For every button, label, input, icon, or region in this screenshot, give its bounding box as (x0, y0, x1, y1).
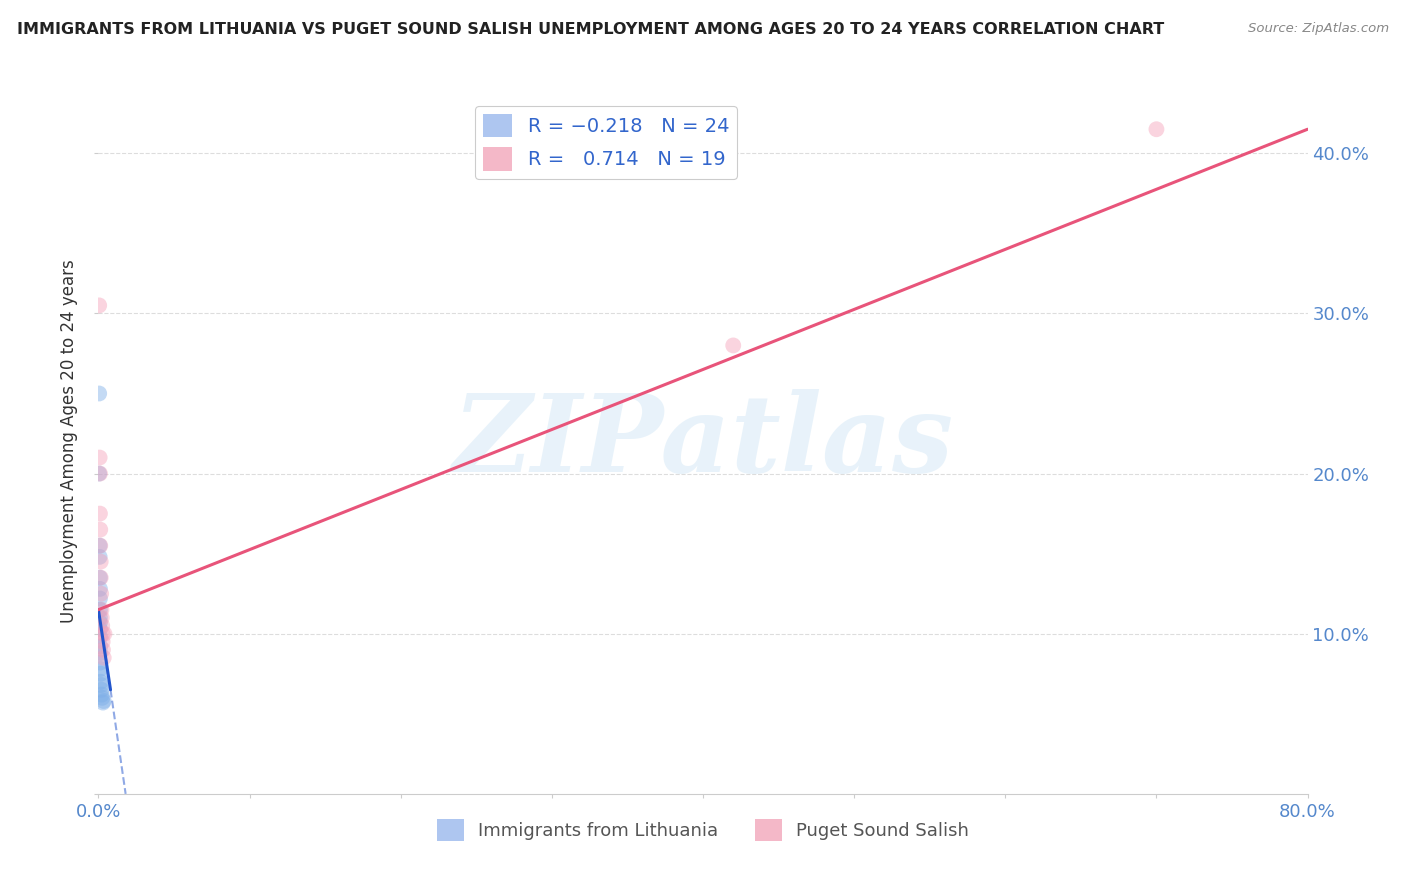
Point (89, 591, 111, 606)
Text: Source: ZipAtlas.com: Source: ZipAtlas.com (1249, 22, 1389, 36)
Point (89, 539, 111, 553)
Legend: Immigrants from Lithuania, Puget Sound Salish: Immigrants from Lithuania, Puget Sound S… (430, 812, 976, 848)
Point (90, 587, 112, 601)
Point (91, 626, 114, 640)
Point (723, 338, 745, 352)
Point (89, 640, 111, 654)
Point (89, 386, 111, 401)
Point (90, 603, 112, 617)
Point (93, 694, 115, 708)
Point (89, 582, 111, 596)
Point (89, 656, 111, 670)
Point (89, 615, 111, 630)
Point (91, 634, 114, 648)
Point (1144, 122, 1167, 136)
Point (89, 523, 111, 537)
Point (89, 603, 111, 617)
Point (89, 298, 111, 312)
Point (89, 646, 111, 660)
Point (89, 450, 111, 465)
Point (93, 626, 115, 640)
Point (89, 622, 111, 636)
Point (89, 507, 111, 521)
Point (90, 555, 112, 569)
Point (89, 610, 111, 624)
Point (89, 662, 111, 676)
Point (91, 642, 114, 657)
Point (90, 571, 112, 585)
Point (89, 630, 111, 644)
Point (90, 610, 112, 624)
Point (89, 467, 111, 481)
Point (91, 618, 114, 632)
Y-axis label: Unemployment Among Ages 20 to 24 years: Unemployment Among Ages 20 to 24 years (60, 260, 79, 624)
Point (89, 571, 111, 585)
Point (93, 650, 115, 665)
Text: IMMIGRANTS FROM LITHUANIA VS PUGET SOUND SALISH UNEMPLOYMENT AMONG AGES 20 TO 24: IMMIGRANTS FROM LITHUANIA VS PUGET SOUND… (17, 22, 1164, 37)
Point (89, 539, 111, 553)
Text: ZIPatlas: ZIPatlas (453, 389, 953, 494)
Point (89, 549, 111, 564)
Point (90, 688, 112, 702)
Point (90, 678, 112, 692)
Point (91, 696, 114, 710)
Point (91, 690, 114, 705)
Point (90, 674, 112, 689)
Point (90, 666, 112, 681)
Point (90, 682, 112, 697)
Point (89, 467, 111, 481)
